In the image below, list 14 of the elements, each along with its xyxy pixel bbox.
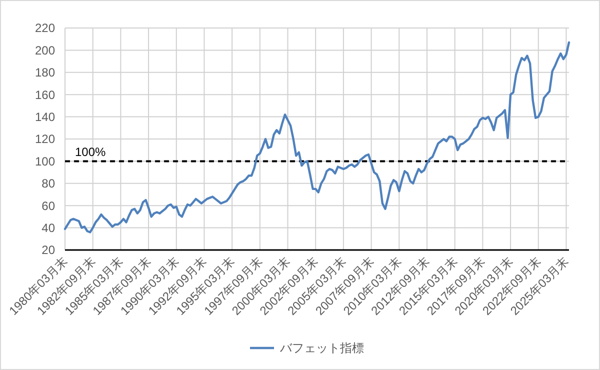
line-series bbox=[64, 41, 570, 234]
y-tick-label: 160 bbox=[34, 88, 56, 102]
y-tick-label: 140 bbox=[34, 110, 56, 124]
legend-label: バフェット指標 bbox=[279, 341, 364, 356]
y-tick-label: 200 bbox=[34, 43, 56, 58]
y-tick-label: 40 bbox=[42, 221, 56, 235]
y-tick-label: 220 bbox=[34, 21, 56, 36]
y-tick-label: 20 bbox=[42, 243, 56, 258]
y-tick-label: 80 bbox=[42, 176, 56, 191]
y-tick-label: 180 bbox=[34, 66, 56, 80]
ref-line-label: 100% bbox=[75, 145, 106, 160]
y-tick-label: 60 bbox=[42, 198, 56, 213]
y-tick-label: 100 bbox=[34, 154, 56, 168]
y-tick-label: 120 bbox=[34, 132, 56, 146]
